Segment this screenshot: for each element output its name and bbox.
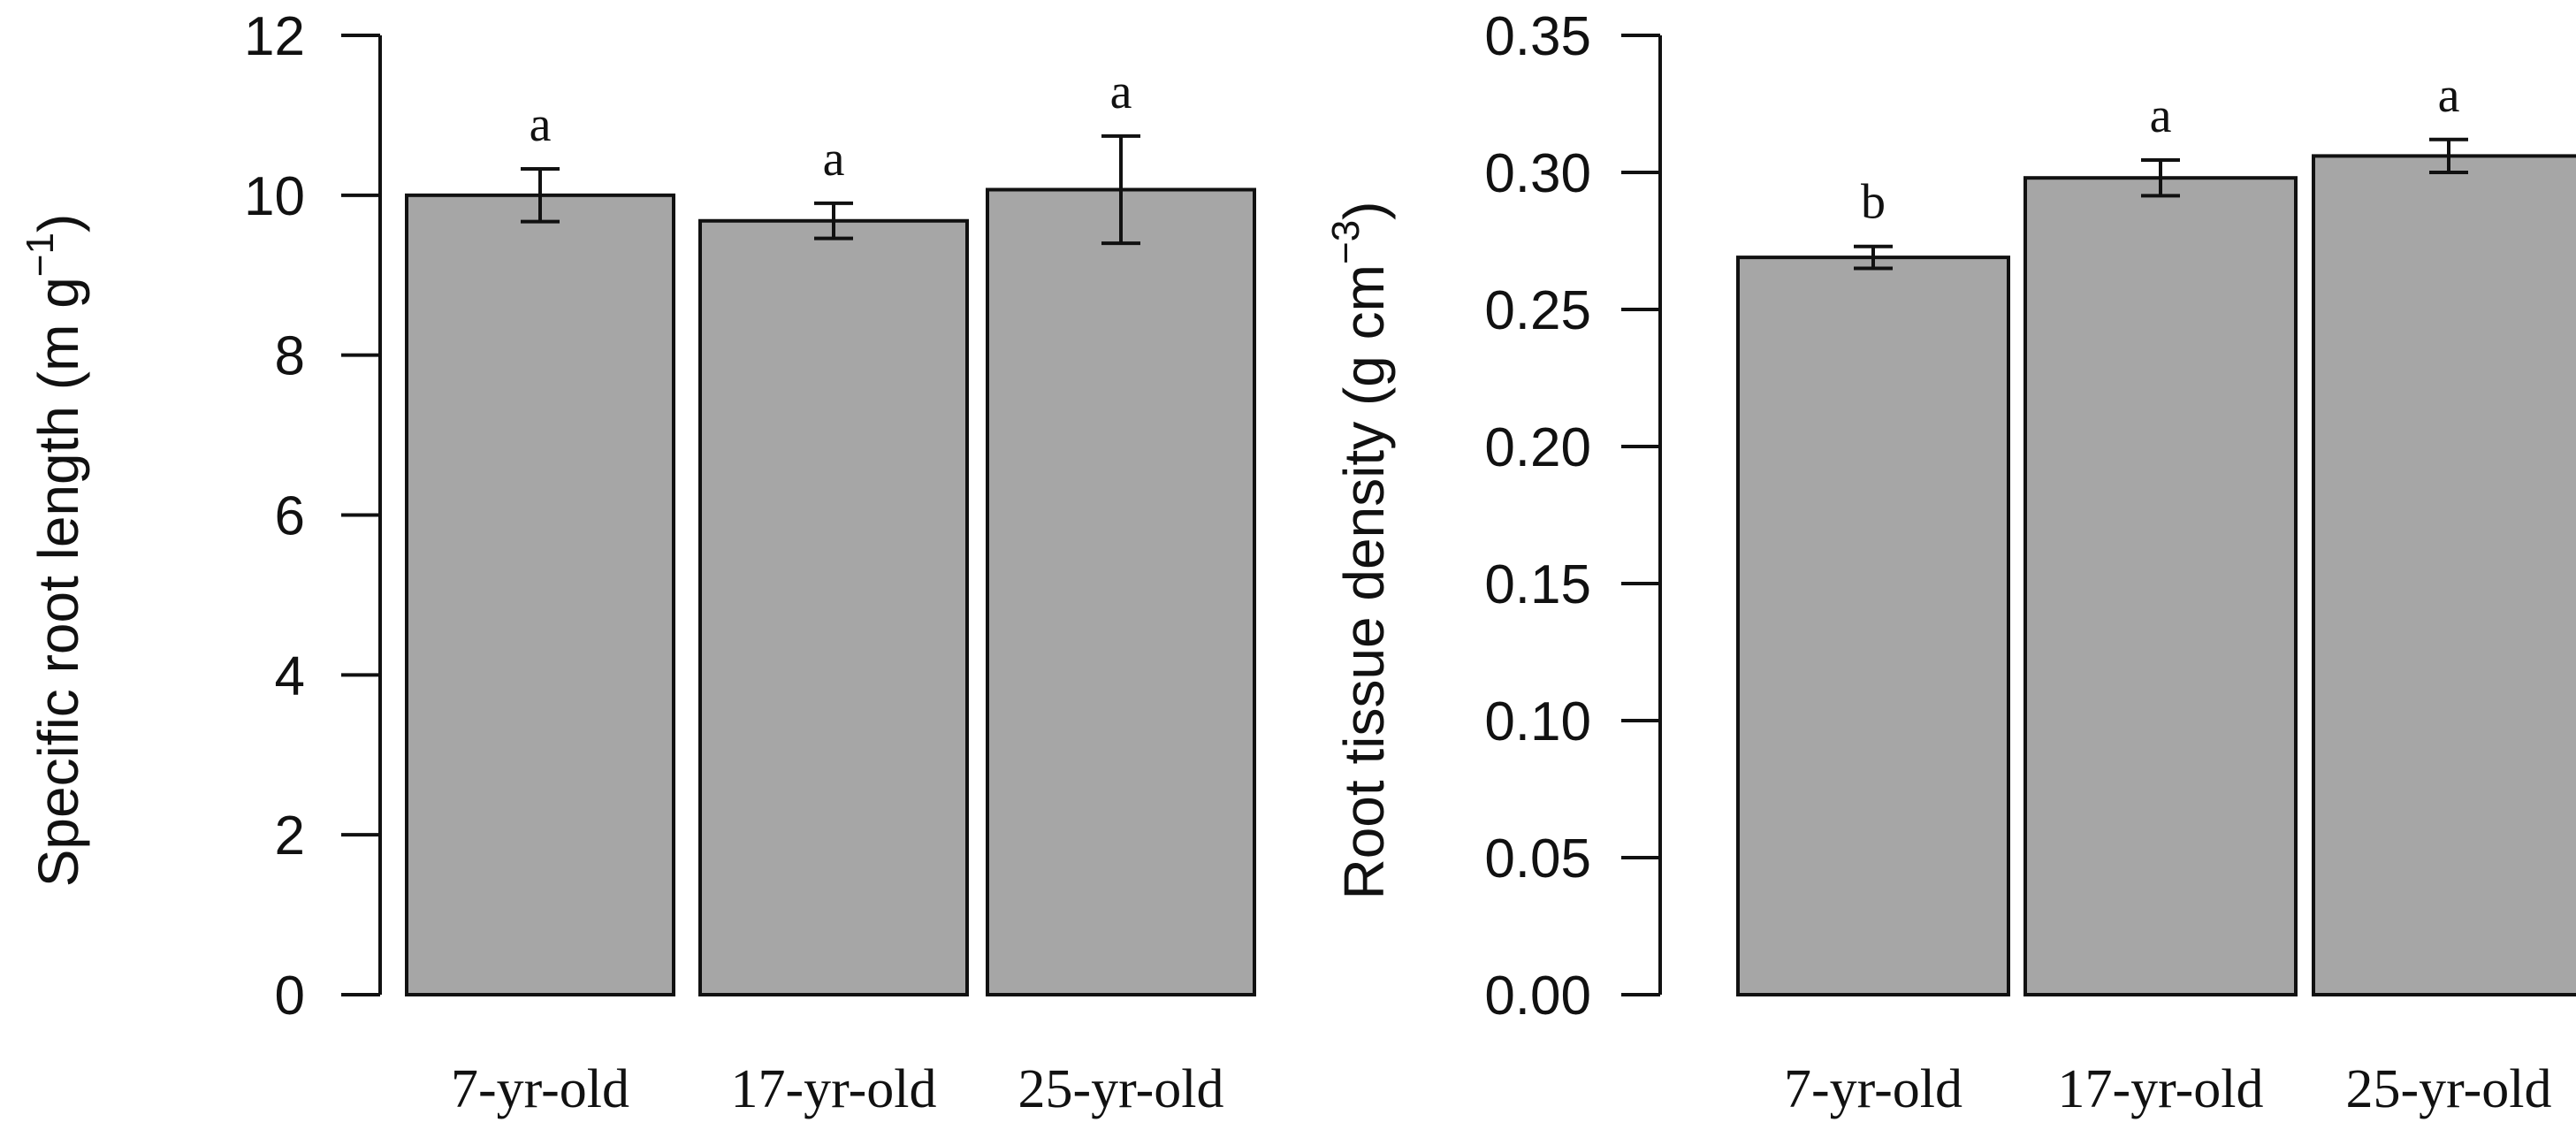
y-axis-label: Root tissue density (g cm−3) — [1324, 202, 1396, 900]
y-tick-label: 6 — [275, 486, 305, 547]
significance-letter: a — [2150, 88, 2172, 143]
y-tick-label: 0.30 — [1484, 143, 1591, 204]
y-tick-label: 10 — [244, 166, 305, 227]
y-tick-label: 4 — [275, 645, 305, 706]
x-category-label: 25-yr-old — [2346, 1059, 2552, 1119]
y-tick-label: 0.10 — [1484, 691, 1591, 752]
x-category-label: 17-yr-old — [2058, 1059, 2264, 1119]
y-tick-label: 0 — [275, 966, 305, 1027]
y-tick-label: 0.35 — [1484, 6, 1591, 67]
bar-7-yr-old — [1736, 256, 2010, 997]
y-tick-label: 0.25 — [1484, 280, 1591, 341]
y-tick-label: 12 — [244, 6, 305, 67]
significance-letter: a — [823, 132, 845, 187]
bar-7-yr-old — [405, 193, 675, 997]
bar-25-yr-old — [2312, 154, 2576, 996]
y-tick-label: 8 — [275, 326, 305, 387]
x-category-label: 7-yr-old — [1784, 1059, 1962, 1119]
x-category-label: 25-yr-old — [1018, 1059, 1224, 1119]
significance-letter: a — [1110, 65, 1132, 119]
y-tick-label: 0.20 — [1484, 417, 1591, 478]
y-tick-label: 2 — [275, 805, 305, 866]
bar-17-yr-old — [698, 218, 969, 996]
y-axis-label: Specific root length (m g−1) — [19, 214, 90, 888]
y-tick-label: 0.15 — [1484, 554, 1591, 615]
significance-letter: a — [2438, 68, 2460, 123]
y-tick-label: 0.00 — [1484, 966, 1591, 1027]
significance-letter: b — [1861, 175, 1886, 230]
x-category-label: 17-yr-old — [731, 1059, 937, 1119]
y-tick-label: 0.05 — [1484, 828, 1591, 889]
chart-panel-2: 0.00 0.05 0.10 0.15 0.20 0.25 0.30 0.35 Root tis… — [1324, 6, 2576, 1119]
bar-17-yr-old — [2023, 176, 2298, 996]
significance-letter: a — [530, 97, 552, 152]
chart-panel-1: 0 2 4 6 8 10 12 Specific root length (m g−1) a 7-… — [19, 6, 1256, 1119]
x-category-label: 7-yr-old — [451, 1059, 629, 1119]
bar-25-yr-old — [986, 187, 1256, 997]
